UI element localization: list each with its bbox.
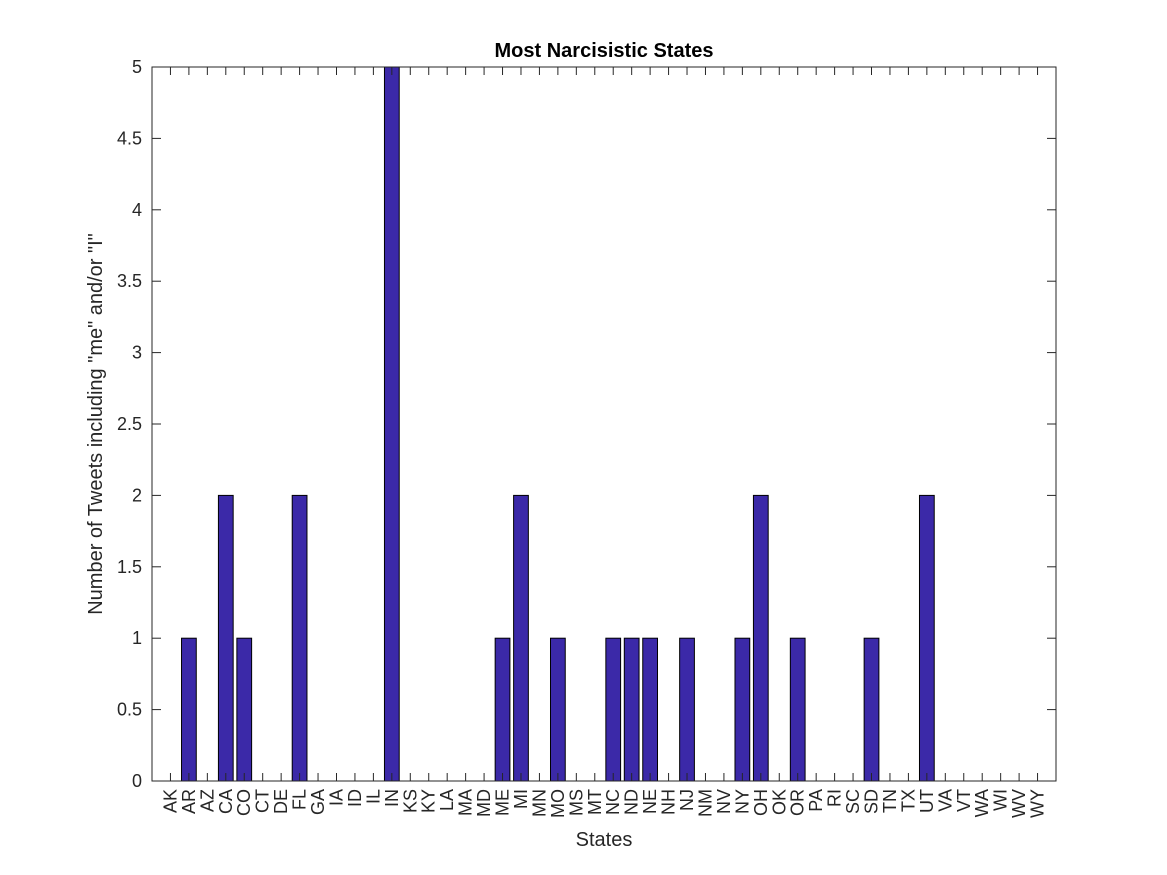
- bar-sd: [863, 637, 880, 782]
- y-tick-label: 4.5: [117, 128, 142, 148]
- x-tick-label-ct: CT: [253, 789, 273, 813]
- x-tick-label-or: OR: [788, 789, 808, 816]
- x-tick-label-ak: AK: [160, 789, 180, 813]
- x-tick-label-az: AZ: [197, 789, 217, 812]
- x-tick-label-wi: WI: [991, 789, 1011, 811]
- x-tick-label-ca: CA: [216, 789, 236, 814]
- bar-ca: [217, 494, 234, 782]
- x-tick-label-ri: RI: [825, 789, 845, 807]
- ticks-group: [152, 66, 1056, 782]
- x-tick-label-la: LA: [437, 789, 457, 811]
- bar-ut: [918, 494, 935, 782]
- x-tick-label-ma: MA: [456, 789, 476, 816]
- x-tick-label-vt: VT: [954, 789, 974, 812]
- y-tick-label: 0: [132, 771, 142, 791]
- bar-in: [383, 66, 400, 782]
- x-tick-label-ut: UT: [917, 789, 937, 813]
- x-tick-label-co: CO: [234, 789, 254, 816]
- bar-fl: [291, 494, 308, 782]
- bar-nc: [605, 637, 622, 782]
- x-tick-label-wv: WV: [1009, 789, 1029, 818]
- x-tick-labels: AKARAZCACOCTDEFLGAIAIDILINKSKYLAMAMDMEMI…: [160, 789, 1047, 818]
- x-tick-label-in: IN: [382, 789, 402, 807]
- bar-ar: [181, 637, 197, 782]
- x-axis-label: States: [576, 829, 633, 851]
- bar-ny: [734, 637, 751, 782]
- x-tick-label-ia: IA: [326, 789, 346, 806]
- x-tick-label-nh: NH: [659, 789, 679, 815]
- x-tick-label-wy: WY: [1028, 789, 1048, 818]
- x-tick-label-ga: GA: [308, 789, 328, 815]
- y-tick-label: 3.5: [117, 271, 142, 291]
- chart-title: Most Narcisistic States: [495, 40, 714, 62]
- x-tick-label-sc: SC: [843, 789, 863, 814]
- x-tick-label-de: DE: [271, 789, 291, 814]
- x-tick-label-nd: ND: [622, 789, 642, 815]
- bar-nj: [679, 637, 695, 782]
- x-tick-label-md: MD: [474, 789, 494, 817]
- x-tick-label-nj: NJ: [677, 789, 697, 811]
- bar-co: [236, 637, 253, 782]
- x-tick-label-fl: FL: [290, 789, 310, 810]
- y-tick-label: 5: [132, 57, 142, 77]
- x-tick-label-sd: SD: [862, 789, 882, 814]
- x-tick-label-ok: OK: [769, 789, 789, 815]
- x-tick-label-va: VA: [935, 789, 955, 812]
- x-tick-label-nv: NV: [714, 789, 734, 814]
- bar-me: [494, 637, 511, 782]
- x-tick-label-ms: MS: [566, 789, 586, 816]
- y-tick-label: 1.5: [117, 557, 142, 577]
- x-tick-label-mi: MI: [511, 789, 531, 809]
- x-tick-label-oh: OH: [751, 789, 771, 816]
- y-tick-label: 4: [132, 200, 142, 220]
- bar-nd: [623, 637, 640, 782]
- y-tick-labels: 0 0.5 1 1.5 2 2.5 3 3.5 4 4.5 5: [117, 57, 142, 791]
- bars-group: [181, 66, 935, 782]
- x-tick-label-tn: TN: [880, 789, 900, 813]
- x-tick-label-mt: MT: [585, 789, 605, 815]
- bar-oh: [752, 494, 769, 782]
- x-tick-label-ky: KY: [419, 789, 439, 813]
- x-tick-label-il: IL: [363, 789, 383, 804]
- y-tick-label: 0.5: [117, 700, 142, 720]
- x-tick-label-ks: KS: [400, 789, 420, 813]
- x-tick-label-me: ME: [493, 789, 513, 816]
- x-tick-label-ny: NY: [732, 789, 752, 814]
- y-tick-label: 2.5: [117, 414, 142, 434]
- x-tick-label-id: ID: [345, 789, 365, 807]
- x-tick-label-ar: AR: [179, 789, 199, 814]
- y-tick-label: 3: [132, 343, 142, 363]
- x-tick-label-mo: MO: [548, 789, 568, 818]
- x-tick-label-nc: NC: [603, 789, 623, 815]
- y-axis-label: Number of Tweets including "me" and/or "…: [85, 233, 107, 615]
- x-tick-label-nm: NM: [695, 789, 715, 817]
- bar-ne: [642, 637, 659, 782]
- y-tick-label: 1: [132, 628, 142, 648]
- x-tick-label-pa: PA: [806, 789, 826, 812]
- plot-box: [151, 66, 1057, 782]
- x-tick-label-tx: TX: [898, 789, 918, 812]
- y-tick-label: 2: [132, 485, 142, 505]
- bar-mi: [513, 494, 529, 782]
- x-tick-label-mn: MN: [529, 789, 549, 817]
- bar-mo: [549, 637, 566, 782]
- x-tick-label-ne: NE: [640, 789, 660, 814]
- bar-or: [789, 637, 806, 782]
- x-tick-label-wa: WA: [972, 789, 992, 817]
